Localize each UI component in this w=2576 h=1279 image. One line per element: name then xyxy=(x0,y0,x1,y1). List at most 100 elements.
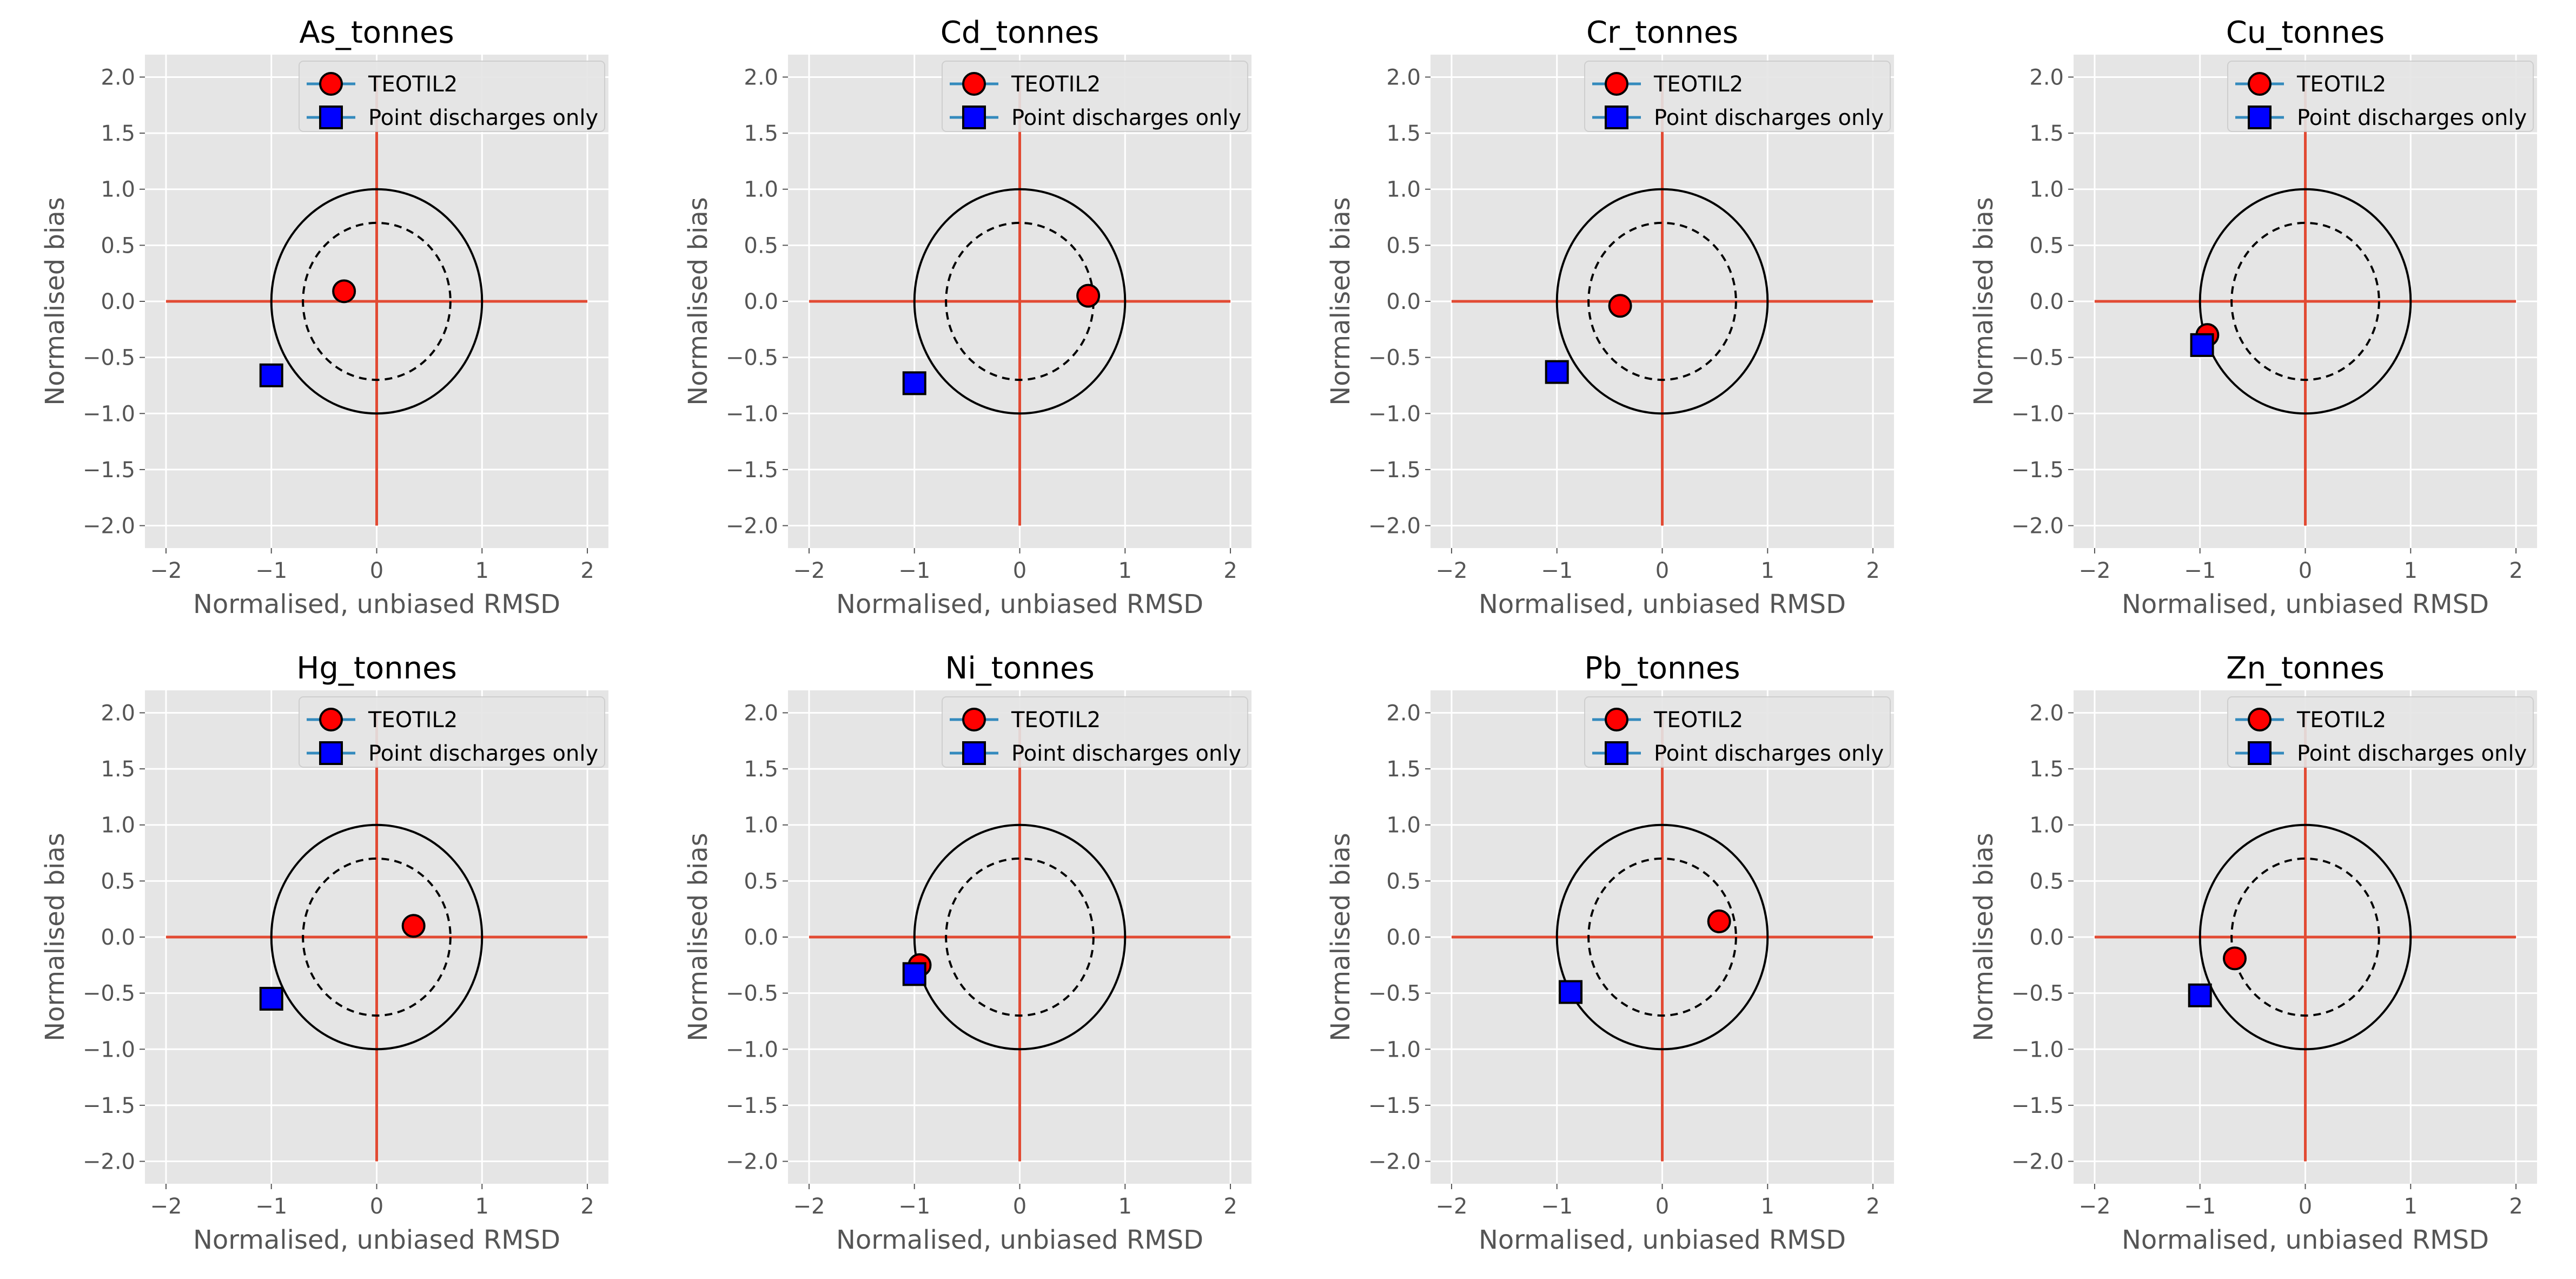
y-tick-label: 1.0 xyxy=(101,177,135,202)
point-point-discharges-only xyxy=(902,371,926,395)
y-tick-label: 2.0 xyxy=(744,65,778,90)
subplot-title: Cd_tonnes xyxy=(941,15,1099,50)
y-tick-label: −1.5 xyxy=(1368,1093,1421,1118)
legend-label: TEOTIL2 xyxy=(368,708,458,733)
subplot-Hg_tonnes: −2 −1 0 1 2 −2.0 −1.5 −1.0 −0.5 0.0 0.5 1.0 1.5 2.0 TE… xyxy=(40,651,608,1255)
y-axis-label: Normalised bias xyxy=(683,833,713,1041)
x-tick-label: −2 xyxy=(1435,1194,1467,1219)
x-tick-label: −1 xyxy=(2184,1194,2216,1219)
x-tick-label: 1 xyxy=(2404,1194,2418,1219)
y-tick-label: −1.0 xyxy=(83,1037,135,1062)
reference-circle-solid xyxy=(913,188,1127,415)
legend-marker-circle xyxy=(1605,708,1628,731)
point-point-discharges-only xyxy=(259,987,283,1011)
x-tick-label: 1 xyxy=(1118,1194,1132,1219)
x-tick-label: 1 xyxy=(1761,558,1774,583)
y-axis-label: Normalised bias xyxy=(1326,197,1356,406)
legend-label: Point discharges only xyxy=(368,106,598,130)
y-tick-label: 0.0 xyxy=(1386,925,1421,950)
y-axis-label: Normalised bias xyxy=(40,833,70,1041)
x-axis-label: Normalised, unbiased RMSD xyxy=(2122,1225,2489,1255)
x-tick-label: 0 xyxy=(370,1194,383,1219)
y-axis-label: Normalised bias xyxy=(683,197,713,406)
x-tick-label: 2 xyxy=(580,558,594,583)
x-tick-label: 1 xyxy=(1118,558,1132,583)
y-tick-label: 0.5 xyxy=(1386,869,1421,894)
x-tick-label: 2 xyxy=(1866,1194,1879,1219)
point-teotil2 xyxy=(2223,946,2247,971)
point-teotil2 xyxy=(1707,909,1731,933)
legend: TEOTIL2 Point discharges only xyxy=(1584,61,1891,132)
x-axis-label: Normalised, unbiased RMSD xyxy=(836,1225,1203,1255)
y-tick-label: 2.0 xyxy=(2029,701,2064,726)
subplot-Pb_tonnes: −2 −1 0 1 2 −2.0 −1.5 −1.0 −0.5 0.0 0.5 1.0 1.5 2.0 TE… xyxy=(1326,651,1894,1255)
subplot-title: Cu_tonnes xyxy=(2226,15,2385,50)
legend-marker-square xyxy=(1605,741,1628,765)
subplot-Zn_tonnes: −2 −1 0 1 2 −2.0 −1.5 −1.0 −0.5 0.0 0.5 1.0 1.5 2.0 TE… xyxy=(1969,651,2537,1255)
y-tick-label: −1.0 xyxy=(1368,401,1421,426)
reference-circle-dashed xyxy=(1587,221,1737,381)
legend-label: Point discharges only xyxy=(2297,106,2527,130)
point-teotil2 xyxy=(1076,284,1101,308)
point-teotil2 xyxy=(1608,294,1632,318)
y-tick-label: 1.0 xyxy=(1386,813,1421,838)
y-tick-label: 0.0 xyxy=(744,289,778,314)
subplot-title: Pb_tonnes xyxy=(1584,651,1740,686)
point-teotil2 xyxy=(401,914,426,938)
x-axis-label: Normalised, unbiased RMSD xyxy=(193,589,560,619)
y-axis-label: Normalised bias xyxy=(1326,833,1356,1041)
y-tick-label: 0.0 xyxy=(101,925,135,950)
point-point-discharges-only xyxy=(1545,360,1569,384)
y-tick-label: −1.0 xyxy=(83,401,135,426)
x-tick-label: 0 xyxy=(1013,558,1027,583)
y-tick-label: 0.5 xyxy=(101,869,135,894)
y-tick-label: 0.0 xyxy=(744,925,778,950)
y-tick-label: −2.0 xyxy=(83,514,135,539)
y-tick-label: −1.5 xyxy=(726,1093,778,1118)
legend-label: Point discharges only xyxy=(2297,741,2527,766)
reference-circle-solid xyxy=(2198,188,2412,415)
y-tick-label: 1.5 xyxy=(101,121,135,146)
x-axis-label: Normalised, unbiased RMSD xyxy=(193,1225,560,1255)
x-tick-label: 2 xyxy=(580,1194,594,1219)
y-tick-label: 1.5 xyxy=(744,121,778,146)
y-tick-label: 2.0 xyxy=(1386,65,1421,90)
legend-label: Point discharges only xyxy=(368,741,598,766)
legend-label: TEOTIL2 xyxy=(1011,72,1101,97)
legend-marker-circle xyxy=(1605,72,1628,96)
y-tick-label: −2.0 xyxy=(726,514,778,539)
x-tick-label: 0 xyxy=(370,558,383,583)
legend-label: Point discharges only xyxy=(1011,741,1241,766)
subplot-title: Ni_tonnes xyxy=(945,651,1094,686)
legend-marker-circle xyxy=(962,708,986,731)
x-tick-label: −2 xyxy=(150,558,182,583)
y-tick-label: −0.5 xyxy=(1368,981,1421,1006)
y-axis-label: Normalised bias xyxy=(40,197,70,406)
y-tick-label: −1.0 xyxy=(2011,401,2064,426)
y-tick-label: −1.0 xyxy=(726,401,778,426)
legend: TEOTIL2 Point discharges only xyxy=(299,696,605,768)
reference-circle-dashed xyxy=(302,221,452,381)
y-axis-label: Normalised bias xyxy=(1969,833,1999,1041)
x-tick-label: 1 xyxy=(475,1194,489,1219)
y-tick-label: −1.0 xyxy=(1368,1037,1421,1062)
x-tick-label: −2 xyxy=(2078,558,2110,583)
y-tick-label: 1.5 xyxy=(2029,121,2064,146)
x-tick-label: 0 xyxy=(2299,558,2312,583)
legend: TEOTIL2 Point discharges only xyxy=(2227,61,2534,132)
legend-label: TEOTIL2 xyxy=(1011,708,1101,733)
x-tick-label: −1 xyxy=(898,1194,930,1219)
subplot-title: Cr_tonnes xyxy=(1586,15,1738,50)
subplot-Cu_tonnes: −2 −1 0 1 2 −2.0 −1.5 −1.0 −0.5 0.0 0.5 1.0 1.5 2.0 TE… xyxy=(1969,15,2537,619)
legend-marker-circle xyxy=(319,72,343,96)
legend-marker-circle xyxy=(2248,708,2272,731)
y-tick-label: −1.5 xyxy=(726,458,778,483)
legend-marker-square xyxy=(319,741,343,765)
y-tick-label: 1.5 xyxy=(1386,121,1421,146)
y-tick-label: −1.5 xyxy=(83,1093,135,1118)
y-tick-label: 0.5 xyxy=(744,869,778,894)
y-tick-label: 0.5 xyxy=(101,233,135,258)
x-tick-label: −2 xyxy=(2078,1194,2110,1219)
legend-marker-square xyxy=(2248,106,2272,129)
legend-marker-circle xyxy=(2248,72,2272,96)
